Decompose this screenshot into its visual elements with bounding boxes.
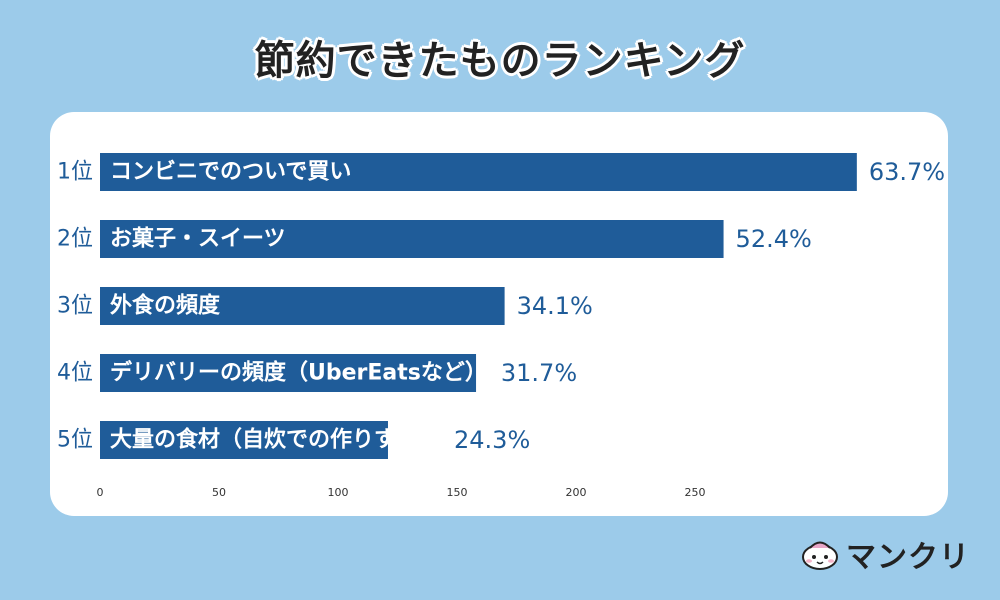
category-label-4: デリバリーの頻度（UberEatsなど）: [110, 360, 487, 386]
value-label-2: 52.4%: [736, 225, 812, 253]
rank-label-4: 4位: [57, 361, 93, 386]
value-label-5: 24.3%: [454, 426, 530, 454]
x-tick-label: 50: [212, 486, 226, 499]
bar-2: [100, 220, 724, 258]
chart-card: 1位 コンビニでのついで買い 63.7% 2位 お菓子・スイーツ 52.4% 3位 外食の頻度…: [50, 112, 948, 516]
category-label-5: 大量の食材（自炊での作りすぎ）: [110, 427, 440, 453]
brand-logo: マンクリ: [800, 532, 970, 576]
rank-label-2: 2位: [57, 227, 93, 252]
category-label-3: 外食の頻度: [110, 293, 221, 319]
value-label-4: 31.7%: [501, 359, 577, 387]
x-tick-label: 0: [97, 486, 104, 499]
bar-1: [100, 153, 857, 191]
brand-name: マンクリ: [846, 540, 970, 575]
mascot-icon: [802, 541, 838, 570]
bar-5: [100, 421, 388, 459]
category-label-2: お菓子・スイーツ: [110, 226, 286, 252]
x-tick-label: 150: [447, 486, 468, 499]
chart-title: 節約できたものランキング: [254, 38, 746, 84]
category-label-1: コンビニでのついで買い: [110, 160, 351, 185]
x-tick-label: 100: [328, 486, 349, 499]
bar-4: [100, 354, 477, 392]
bar-3: [100, 287, 505, 325]
rank-label-1: 1位: [57, 160, 93, 185]
value-label-3: 34.1%: [517, 292, 593, 320]
value-label-1: 63.7%: [869, 158, 945, 186]
bar-chart: 1位 コンビニでのついで買い 63.7% 2位 お菓子・スイーツ 52.4% 3位 外食の頻度…: [57, 153, 945, 499]
x-tick-label: 250: [685, 486, 706, 499]
x-tick-label: 200: [566, 486, 587, 499]
rank-label-3: 3位: [57, 294, 93, 319]
rank-label-5: 5位: [57, 428, 93, 453]
